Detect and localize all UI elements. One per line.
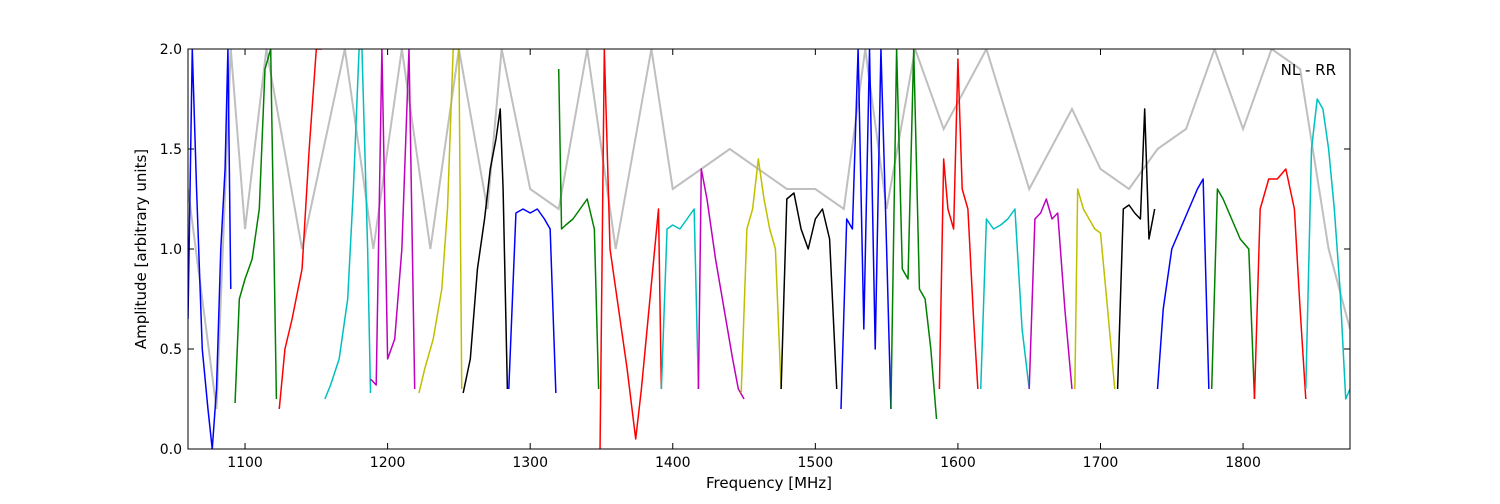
series-line-16 <box>938 58 979 390</box>
series-line-11 <box>697 168 745 400</box>
series-line-17 <box>979 208 1030 390</box>
series-line-22 <box>1210 188 1256 400</box>
series-line-9 <box>599 49 663 449</box>
y-tick-label: 0.0 <box>160 442 182 458</box>
series-line-1 <box>234 49 278 404</box>
x-tick-label: 1700 <box>1083 455 1119 471</box>
x-tick-label: 1100 <box>227 455 263 471</box>
x-tick-label: 1600 <box>940 455 976 471</box>
series-line-10 <box>660 208 700 390</box>
y-axis-label: Amplitude [arbitrary units] <box>132 149 150 349</box>
y-tick-label: 1.0 <box>160 242 182 258</box>
series-line-3 <box>324 49 372 400</box>
background-band-layer <box>188 49 1350 410</box>
series-line-20 <box>1116 108 1156 390</box>
series-line-13 <box>780 192 838 390</box>
x-tick-label: 1400 <box>655 455 691 471</box>
series-line-14 <box>840 49 892 410</box>
series-line-2 <box>278 49 323 410</box>
series-line-5 <box>418 49 463 394</box>
x-tick-label: 1800 <box>1225 455 1261 471</box>
series-line-15 <box>890 49 938 420</box>
series-line-0 <box>188 49 232 449</box>
x-axis-ticks: 1100 1200 1300 1400 1500 1600 1700 1800 <box>227 49 1261 471</box>
y-tick-label: 2.0 <box>160 42 182 58</box>
x-tick-label: 1200 <box>370 455 406 471</box>
series-line-18 <box>1028 198 1073 390</box>
x-axis-label: Frequency [MHz] <box>706 474 832 492</box>
series-line-12 <box>740 158 782 394</box>
series-line-6 <box>462 108 509 394</box>
background-band-line <box>188 49 1350 410</box>
series-line-7 <box>508 208 557 394</box>
y-tick-label: 1.5 <box>160 142 182 158</box>
series-line-23 <box>1253 168 1307 400</box>
series-line-19 <box>1074 188 1116 390</box>
series-layer <box>188 49 1350 449</box>
y-axis-ticks: 0.0 0.5 1.0 1.5 2.0 <box>160 42 1350 458</box>
x-tick-label: 1300 <box>512 455 548 471</box>
series-line-24 <box>1305 98 1350 400</box>
series-line-4 <box>369 49 416 390</box>
chart-annotation: NL - RR <box>1281 61 1336 79</box>
x-tick-label: 1500 <box>798 455 834 471</box>
y-tick-label: 0.5 <box>160 342 182 358</box>
series-line-21 <box>1156 178 1210 390</box>
plot-frame <box>187 48 1351 450</box>
series-line-8 <box>557 68 600 390</box>
